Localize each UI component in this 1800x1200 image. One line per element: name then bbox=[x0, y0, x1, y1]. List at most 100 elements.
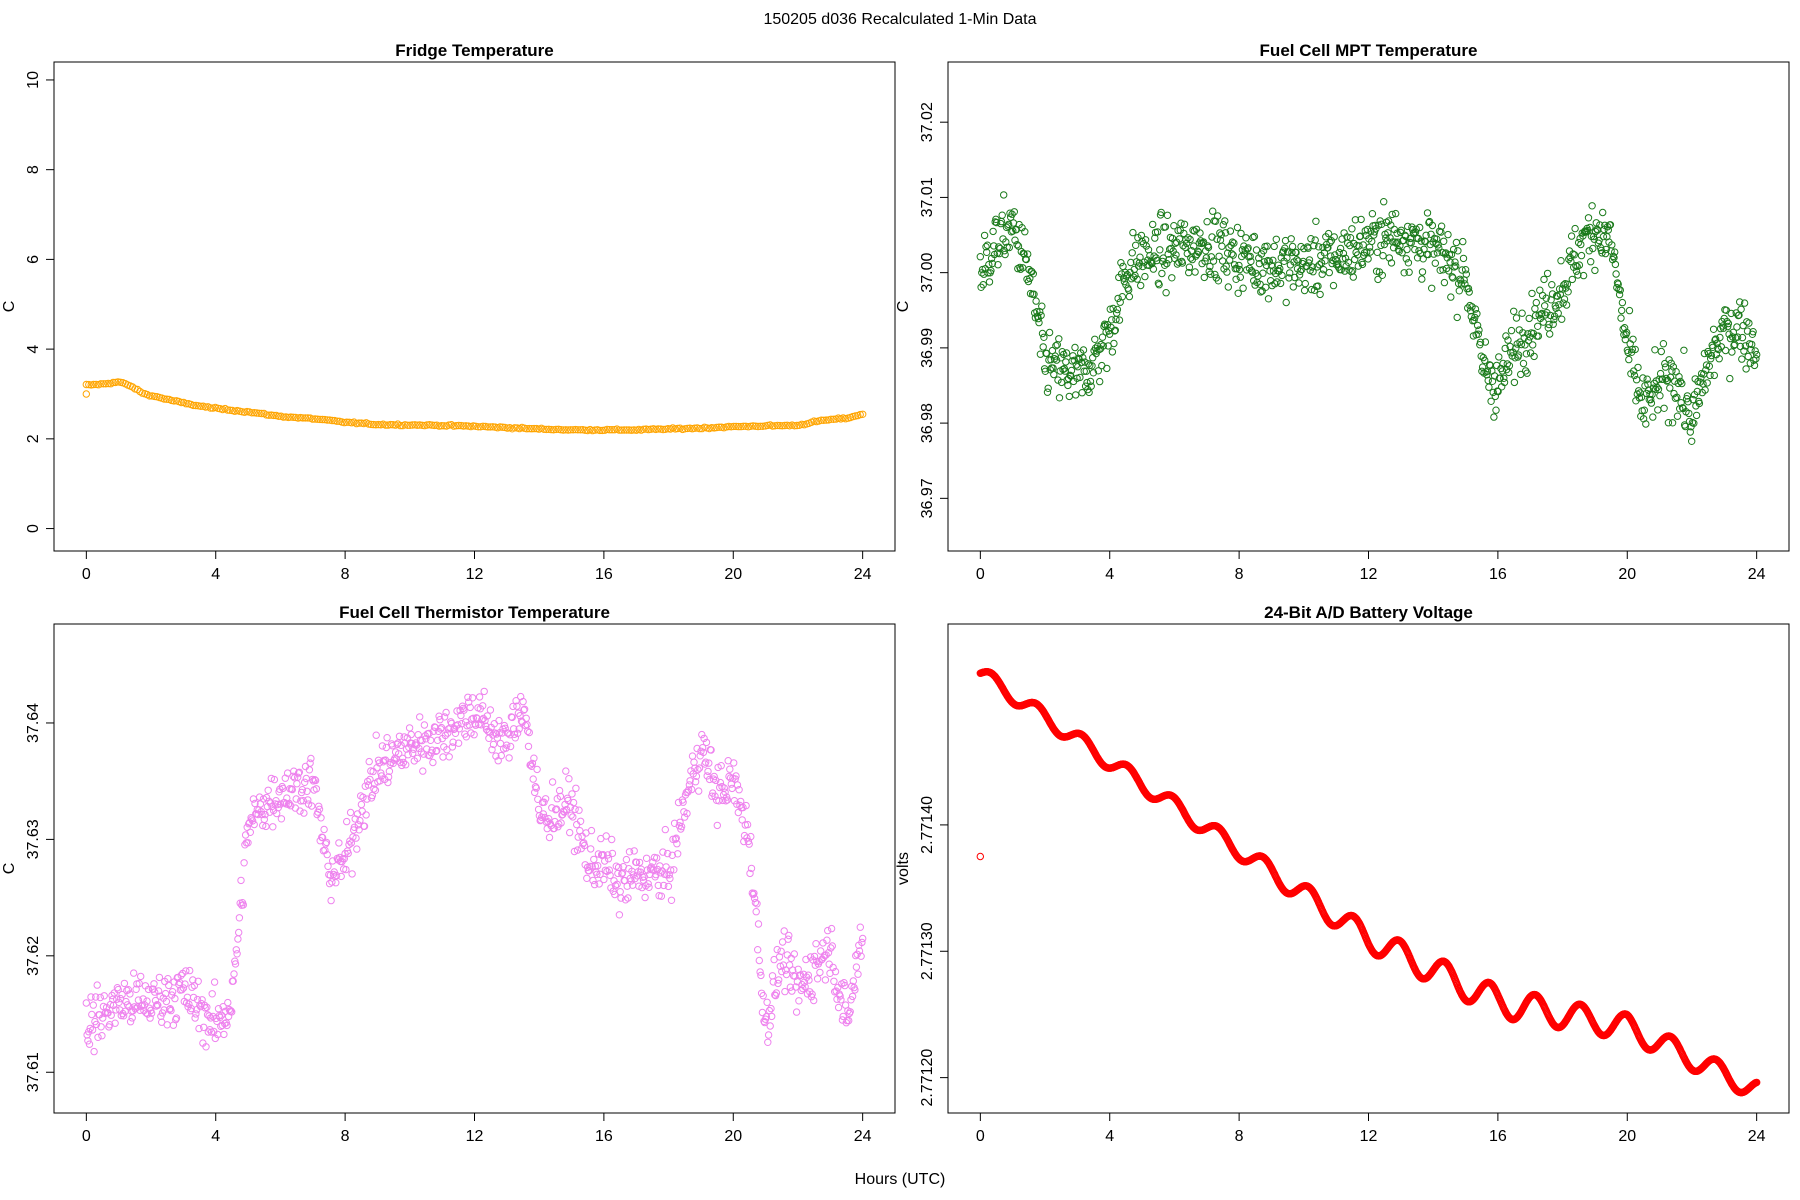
data-point bbox=[422, 735, 430, 743]
data-point bbox=[1738, 355, 1746, 363]
data-point bbox=[712, 776, 720, 785]
data-point bbox=[1572, 262, 1580, 270]
data-point bbox=[503, 741, 511, 749]
data-point bbox=[1317, 259, 1326, 267]
data-point bbox=[649, 858, 657, 866]
data-point bbox=[1481, 338, 1490, 346]
data-point bbox=[1193, 250, 1201, 259]
data-point bbox=[182, 967, 190, 975]
data-point bbox=[1234, 289, 1242, 297]
data-point bbox=[1356, 232, 1365, 240]
data-point bbox=[449, 738, 457, 746]
data-point bbox=[115, 998, 123, 1006]
data-point bbox=[1188, 255, 1197, 264]
data-point bbox=[1221, 229, 1230, 237]
data-point bbox=[1553, 292, 1561, 300]
data-point bbox=[82, 390, 91, 398]
data-point bbox=[817, 947, 825, 955]
data-point bbox=[1549, 320, 1557, 328]
data-point bbox=[1647, 395, 1655, 404]
data-point bbox=[1111, 326, 1120, 334]
data-point bbox=[210, 978, 219, 986]
data-point bbox=[763, 998, 771, 1006]
data-point bbox=[672, 834, 680, 842]
data-point bbox=[519, 697, 527, 706]
data-point bbox=[513, 729, 522, 737]
data-point bbox=[340, 855, 348, 863]
data-point bbox=[1117, 259, 1125, 267]
data-point bbox=[358, 807, 366, 815]
data-point bbox=[560, 808, 568, 816]
data-point bbox=[403, 421, 412, 429]
data-point bbox=[1642, 420, 1650, 428]
data-point bbox=[1264, 295, 1273, 303]
data-point bbox=[1115, 316, 1124, 324]
data-point bbox=[1086, 377, 1095, 386]
data-point bbox=[856, 923, 864, 931]
data-point bbox=[1203, 218, 1211, 226]
x-tick-label: 4 bbox=[1105, 1128, 1114, 1145]
data-point bbox=[109, 1001, 118, 1010]
panel-title: Fridge Temperature bbox=[395, 41, 553, 60]
data-point bbox=[722, 797, 730, 805]
data-point bbox=[1110, 327, 1119, 335]
data-point bbox=[1599, 208, 1607, 217]
data-point bbox=[488, 746, 496, 754]
data-point bbox=[306, 759, 314, 767]
data-point bbox=[376, 777, 384, 785]
data-point bbox=[1272, 235, 1281, 244]
data-point bbox=[1052, 342, 1060, 350]
data-point bbox=[1473, 321, 1482, 330]
data-point bbox=[177, 971, 185, 979]
data-point bbox=[1377, 241, 1385, 250]
data-point bbox=[780, 927, 788, 935]
data-point bbox=[1201, 257, 1209, 265]
data-point bbox=[511, 424, 519, 432]
data-point bbox=[1728, 333, 1737, 341]
data-point bbox=[1710, 371, 1719, 380]
data-point bbox=[1712, 335, 1720, 343]
data-point bbox=[1439, 266, 1447, 274]
data-point bbox=[1483, 367, 1492, 375]
data-point bbox=[255, 409, 263, 417]
data-point bbox=[237, 876, 245, 885]
data-point bbox=[764, 1031, 773, 1039]
data-point bbox=[589, 876, 597, 885]
data-point bbox=[639, 425, 648, 433]
data-point bbox=[545, 833, 554, 842]
data-point bbox=[1745, 319, 1753, 327]
panel-fuel-cell-mpt-temperature: Fuel Cell MPT Temperature C 0 4 8 12 16 20 24 36.… bbox=[895, 41, 1790, 583]
data-point bbox=[1447, 293, 1455, 301]
data-point bbox=[1204, 243, 1213, 252]
data-point bbox=[1400, 269, 1408, 277]
data-point bbox=[1487, 397, 1495, 405]
data-point bbox=[1339, 255, 1347, 263]
data-point bbox=[1230, 239, 1238, 247]
data-point bbox=[346, 808, 355, 817]
data-point bbox=[1742, 365, 1750, 373]
data-point bbox=[847, 996, 855, 1004]
data-point bbox=[845, 1016, 853, 1025]
data-point bbox=[1683, 392, 1692, 400]
data-point bbox=[168, 988, 177, 996]
data-point bbox=[167, 1006, 175, 1015]
data-point bbox=[569, 813, 577, 821]
data-point bbox=[1055, 335, 1063, 343]
data-point bbox=[264, 786, 272, 794]
data-point bbox=[679, 798, 687, 806]
data-point bbox=[604, 851, 612, 859]
data-point bbox=[596, 426, 604, 435]
data-point bbox=[474, 423, 482, 431]
data-point bbox=[260, 815, 268, 824]
data-point bbox=[723, 796, 732, 804]
data-point bbox=[1570, 251, 1579, 259]
data-point bbox=[1684, 398, 1692, 406]
data-point bbox=[620, 426, 628, 434]
data-point bbox=[1191, 268, 1199, 276]
data-point bbox=[269, 823, 277, 831]
data-point bbox=[1391, 238, 1399, 246]
data-point bbox=[1087, 382, 1095, 390]
data-point bbox=[1651, 346, 1659, 354]
data-point bbox=[1440, 278, 1449, 287]
